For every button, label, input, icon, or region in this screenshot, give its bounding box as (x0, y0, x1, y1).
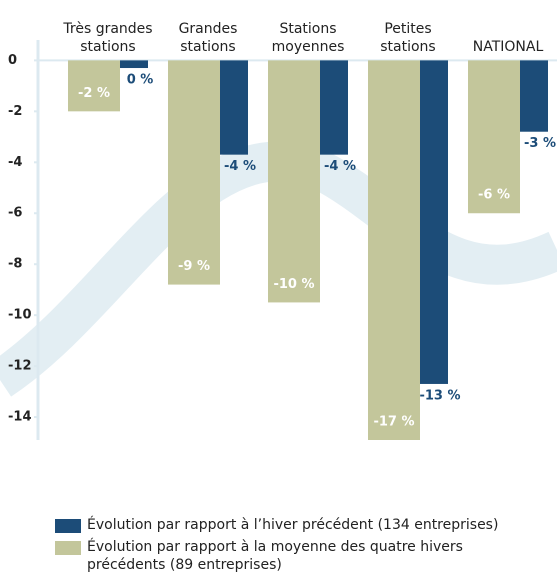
value-label: -2 % (78, 86, 110, 101)
x-tick-label: Petites stations (360, 6, 456, 56)
value-label: -4 % (324, 159, 356, 174)
chart: 0 -2 -4 -6 -8 -10 -12 -14 -2 % 0 % -9 % -4 % -10 % -4… (0, 0, 557, 579)
x-tick-label: NATIONAL (460, 6, 556, 56)
y-tick-label: -12 (8, 359, 32, 374)
value-label: -3 % (524, 136, 556, 151)
legend-swatch (55, 519, 81, 533)
y-tick-label: -8 (8, 257, 22, 272)
value-label: -4 % (224, 159, 256, 174)
x-tick-label: Très grandes stations (60, 6, 156, 56)
legend-item: Évolution par rapport à l’hiver précéden… (55, 516, 545, 534)
chart-svg: 0 -2 -4 -6 -8 -10 -12 -14 -2 % 0 % -9 % -4 % -10 % -4… (0, 0, 557, 579)
bar (120, 60, 148, 68)
bar (168, 60, 220, 284)
legend-swatch (55, 541, 81, 555)
y-tick-label: 0 (8, 53, 17, 68)
x-tick-label: Grandes stations (160, 6, 256, 56)
bar (268, 60, 320, 302)
bar (320, 60, 348, 154)
value-label: 0 % (127, 73, 154, 88)
legend-label: Évolution par rapport à l’hiver précéden… (87, 516, 498, 534)
y-tick-label: -10 (8, 308, 32, 323)
bar (220, 60, 248, 154)
y-tick-label: -14 (8, 410, 32, 425)
x-tick-label: Stations moyennes (260, 6, 356, 56)
bar (420, 60, 448, 384)
y-tick-label: -2 (8, 104, 22, 119)
legend-label: Évolution par rapport à la moyenne des q… (87, 538, 545, 574)
legend-item: Évolution par rapport à la moyenne des q… (55, 538, 545, 574)
y-tick-label: -4 (8, 155, 22, 170)
value-label: -17 % (373, 415, 414, 430)
y-tick-label: -6 (8, 206, 22, 221)
value-label: -10 % (273, 277, 314, 292)
value-label: -9 % (178, 259, 210, 274)
value-label: -13 % (419, 388, 460, 403)
value-label: -6 % (478, 188, 510, 203)
bar (520, 60, 548, 131)
